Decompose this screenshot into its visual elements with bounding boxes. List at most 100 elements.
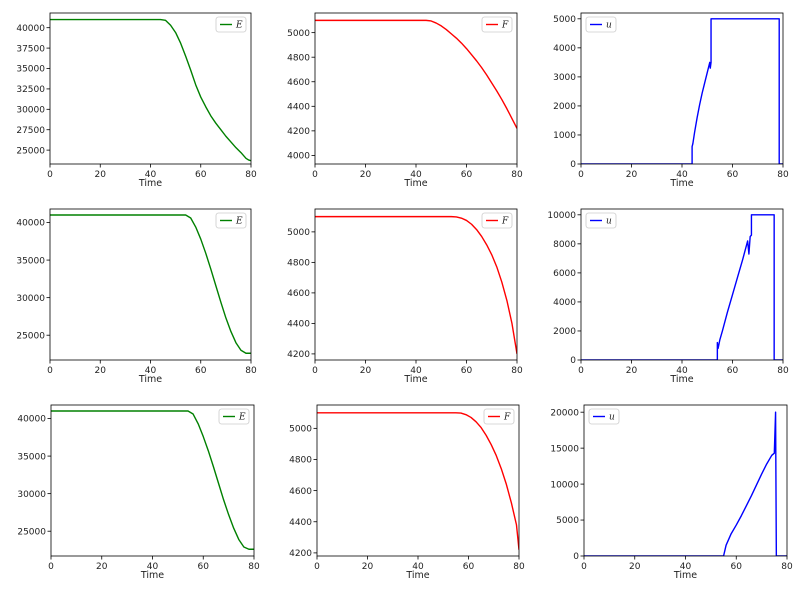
series-line [315, 19, 517, 129]
x-tick-label: 0 [48, 562, 54, 572]
subplot: 0 20 40 60 80 4200 4400 4600 4800 5000 Time F [289, 404, 525, 581]
x-tick-label: 0 [312, 366, 318, 376]
legend-label: F [501, 217, 509, 227]
y-tick-label: 35000 [16, 65, 45, 75]
x-tick-label: 60 [463, 562, 475, 572]
series-line [50, 214, 251, 354]
x-axis-label: Time [403, 374, 427, 385]
legend-label: E [238, 413, 246, 423]
y-tick-label: 15000 [550, 444, 579, 454]
x-tick-label: 40 [145, 170, 157, 180]
y-tick-label: 4600 [287, 78, 310, 88]
x-tick-label: 0 [578, 170, 584, 180]
y-tick-label: 4800 [287, 259, 310, 269]
plot-area [315, 13, 517, 164]
y-tick-label: 4200 [289, 549, 312, 559]
plot-area [315, 209, 517, 360]
y-tick-label: 35000 [17, 452, 46, 462]
plot-area [50, 209, 251, 360]
y-tick-label: 1000 [553, 131, 576, 141]
legend: u [585, 212, 617, 229]
subplot: 0 20 40 60 80 0 1000 2000 3000 4000 5000 Time u [553, 12, 789, 189]
legend-label: F [503, 413, 511, 423]
y-tick-label: 35000 [16, 256, 45, 266]
x-tick-label: 40 [410, 170, 422, 180]
y-tick-label: 25000 [16, 146, 45, 156]
y-tick-label: 5000 [287, 29, 310, 39]
y-tick-label: 25000 [16, 331, 45, 341]
x-axis-label: Time [403, 178, 427, 189]
legend-label: E [235, 21, 243, 31]
x-tick-label: 80 [781, 562, 793, 572]
subplot: 0 20 40 60 80 4200 4400 4600 4800 5000 Time F [287, 208, 523, 385]
x-tick-label: 40 [680, 562, 692, 572]
y-tick-label: 0 [570, 356, 576, 366]
x-tick-label: 40 [147, 562, 159, 572]
x-axis-label: Time [140, 570, 164, 581]
y-tick-label: 4800 [287, 53, 310, 63]
x-tick-label: 0 [578, 366, 584, 376]
y-tick-label: 4000 [553, 44, 576, 54]
x-axis-label: Time [673, 570, 697, 581]
subplot: 0 20 40 60 80 25000 30000 35000 40000 Time E [16, 208, 257, 385]
x-axis-label: Time [138, 178, 162, 189]
x-tick-label: 20 [96, 562, 108, 572]
x-tick-label: 80 [245, 170, 257, 180]
legend: F [481, 16, 513, 33]
y-tick-label: 2000 [553, 327, 576, 337]
plot-area [581, 209, 783, 360]
x-tick-label: 60 [195, 170, 207, 180]
x-tick-label: 60 [461, 366, 473, 376]
series-line [317, 412, 519, 550]
y-tick-label: 4400 [289, 518, 312, 528]
y-tick-label: 40000 [17, 415, 46, 425]
legend: F [481, 212, 513, 229]
x-tick-label: 20 [629, 562, 641, 572]
plot-area [50, 13, 251, 164]
y-tick-label: 25000 [17, 527, 46, 537]
subplot: 0 20 40 60 80 25000 30000 35000 40000 Time E [17, 404, 260, 581]
plot-area [581, 13, 783, 164]
y-tick-label: 5000 [287, 228, 310, 238]
x-tick-label: 80 [511, 366, 523, 376]
plot-area [317, 405, 519, 556]
legend-label: E [235, 217, 243, 227]
y-tick-label: 4000 [553, 298, 576, 308]
y-tick-label: 4600 [289, 487, 312, 497]
x-axis-label: Time [405, 570, 429, 581]
series-line [584, 411, 787, 556]
x-tick-label: 0 [314, 562, 320, 572]
y-tick-label: 4800 [289, 456, 312, 466]
subplot: 0 20 40 60 80 4000 4200 4400 4600 4800 5000 Time F [287, 12, 523, 189]
y-tick-label: 4400 [287, 320, 310, 330]
y-tick-label: 4400 [287, 103, 310, 113]
y-tick-label: 10000 [547, 211, 576, 221]
x-tick-label: 40 [412, 562, 424, 572]
y-tick-label: 3000 [553, 73, 576, 83]
subplot: 0 20 40 60 80 0 2000 4000 6000 8000 10000 Time u [547, 208, 789, 385]
legend-label: F [501, 21, 509, 31]
legend: F [483, 408, 515, 425]
series-line [51, 410, 254, 550]
x-tick-label: 20 [362, 562, 374, 572]
series-line [315, 215, 517, 355]
y-tick-label: 37500 [16, 44, 45, 54]
x-tick-label: 40 [410, 366, 422, 376]
x-tick-label: 60 [731, 562, 743, 572]
y-tick-label: 40000 [16, 24, 45, 34]
plot-area [51, 405, 254, 556]
legend-label: u [606, 217, 612, 227]
x-tick-label: 40 [676, 170, 688, 180]
legend: u [588, 408, 620, 425]
subplot: 0 20 40 60 80 0 5000 10000 15000 20000 Time u [550, 404, 793, 581]
x-tick-label: 20 [95, 170, 107, 180]
series-line [581, 214, 783, 360]
x-tick-label: 40 [145, 366, 157, 376]
x-tick-label: 0 [47, 366, 53, 376]
y-tick-label: 10000 [550, 480, 579, 490]
legend: E [218, 408, 250, 425]
x-tick-label: 20 [360, 366, 372, 376]
y-tick-label: 4200 [287, 350, 310, 360]
x-tick-label: 60 [727, 170, 739, 180]
